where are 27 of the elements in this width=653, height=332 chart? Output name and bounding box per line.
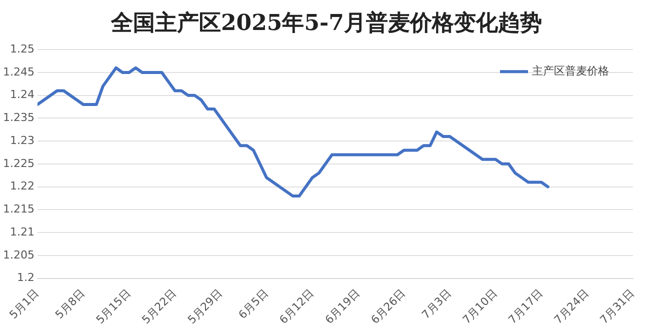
x-tick-label: 7月31日 — [598, 286, 638, 326]
x-tick-label: 5月29日 — [185, 286, 225, 326]
y-tick-label: 1.25 — [10, 42, 34, 56]
x-tick-label: 6月26日 — [368, 286, 408, 326]
x-tick-label: 7月24日 — [552, 286, 592, 326]
x-tick-label: 5月15日 — [94, 286, 134, 326]
y-tick-label: 1.235 — [2, 111, 34, 124]
y-tick-label: 1.205 — [2, 248, 34, 262]
x-tick-label: 5月8日 — [52, 286, 88, 322]
x-tick-label: 5月1日 — [6, 286, 42, 322]
y-tick-label: 1.2 — [16, 271, 34, 284]
y-tick-label: 1.225 — [2, 156, 34, 170]
chart-title: 全国主产区2025年5-7月普麦价格变化趋势 — [110, 9, 543, 38]
x-tick-label: 6月19日 — [322, 286, 362, 326]
y-tick-label: 1.23 — [10, 134, 34, 147]
x-tick-label: 7月17日 — [506, 286, 546, 326]
x-tick-label: 7月3日 — [419, 286, 454, 322]
y-tick-label: 1.21 — [10, 225, 34, 238]
x-tick-label: 5月22日 — [139, 286, 180, 326]
y-tick-label: 1.215 — [2, 202, 34, 216]
x-tick-label: 7月10日 — [460, 286, 500, 326]
y-tick-label: 1.245 — [2, 65, 34, 78]
x-tick-label: 6月12日 — [276, 286, 316, 326]
x-tick-label: 6月5日 — [236, 286, 271, 322]
legend-label: 主产区普麦价格 — [532, 64, 609, 78]
y-tick-label: 1.22 — [10, 180, 34, 193]
y-tick-label: 1.24 — [10, 88, 34, 102]
